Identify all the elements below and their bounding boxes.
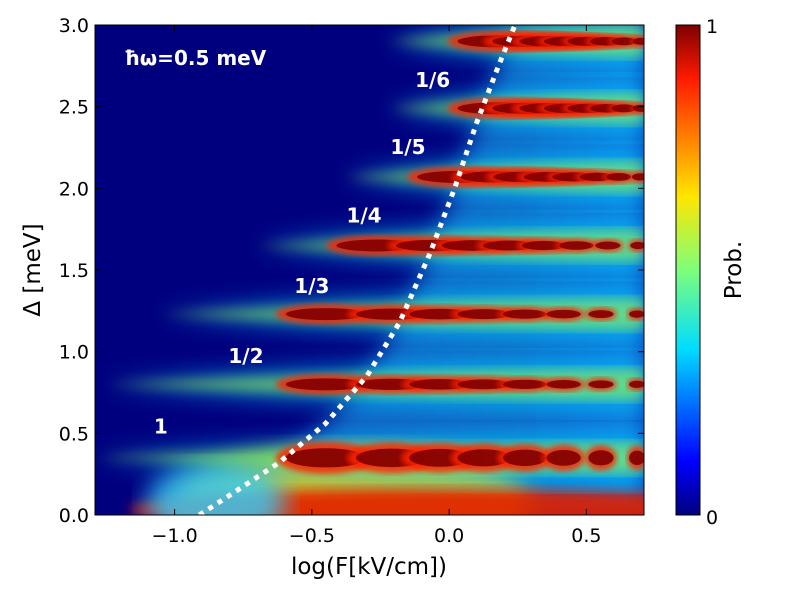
colorbar: 1 0 Prob. (675, 16, 747, 529)
resonance-label: 1/5 (390, 135, 425, 159)
resonance-band (388, 25, 644, 72)
colorbar-min-label: 0 (706, 507, 718, 529)
colorbar-scale (675, 24, 701, 516)
resonance-band (388, 78, 644, 139)
heatmap-area: ħω=0.5 meV 1 1/2 1/3 1/4 1/5 1/6 (95, 25, 644, 515)
colorbar-max-label: 1 (706, 16, 718, 38)
y-tick-label: 1.5 (59, 260, 89, 282)
resonance-band (256, 215, 644, 276)
inset-label: ħω=0.5 meV (124, 46, 267, 70)
y-tick-label: 3.0 (59, 15, 89, 37)
resonance-band (344, 146, 644, 207)
y-axis: 0.0 0.5 1.0 1.5 2.0 2.5 3.0 (59, 15, 644, 527)
x-tick-label: 0.0 (434, 525, 464, 547)
colorbar-title: Prob. (721, 241, 747, 299)
resonance-label: 1/4 (346, 204, 381, 228)
resonance-label: 1/2 (228, 344, 263, 368)
x-axis: −1.0 −0.5 0.0 0.5 (152, 25, 601, 547)
y-tick-label: 0.5 (59, 423, 89, 445)
resonance-label: 1/3 (294, 274, 329, 298)
y-axis-label: Δ [meV] (20, 223, 46, 316)
resonance-label: 1 (154, 414, 168, 438)
x-axis-label: log(F[kV/cm]) (291, 554, 447, 580)
resonance-band (105, 354, 644, 415)
y-tick-label: 0.0 (59, 505, 89, 527)
y-tick-label: 1.0 (59, 342, 89, 364)
y-tick-label: 2.0 (59, 178, 89, 200)
resonance-band (95, 427, 644, 488)
x-tick-label: 0.5 (571, 525, 601, 547)
y-tick-label: 2.5 (59, 97, 89, 119)
resonance-label: 1/6 (415, 68, 450, 92)
x-tick-label: −0.5 (289, 525, 335, 547)
x-tick-label: −1.0 (152, 525, 198, 547)
